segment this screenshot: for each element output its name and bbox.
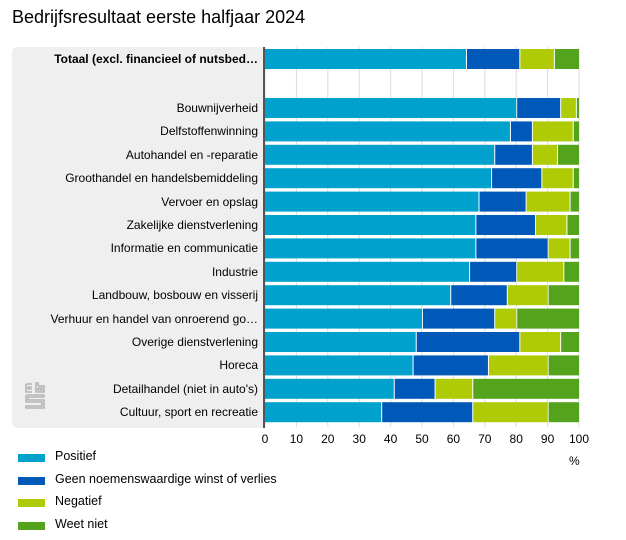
bar-segment-negatief[interactable] [473,402,548,423]
bar-segment-positief[interactable] [265,238,476,259]
x-tick-label: 20 [321,432,335,446]
bar-segment-weet[interactable] [561,332,579,352]
bar-segment-negatief[interactable] [542,168,573,189]
category-label: Detailhandel (niet in auto's) [112,381,258,396]
bar-segment-negatief[interactable] [536,215,567,235]
bar-segment-weet[interactable] [554,49,579,69]
bar-segment-negatief[interactable] [561,98,576,118]
bar-segment-weet[interactable] [570,238,579,259]
x-tick-label: 40 [384,432,398,446]
category-label: Vervoer en opslag [161,194,258,209]
category-label: Industrie [211,264,258,279]
category-label: Overige dienstverlening [131,335,258,349]
bar-segment-geen[interactable] [495,144,532,165]
bar-segment-positief[interactable] [265,144,495,165]
bar-segment-weet[interactable] [564,261,579,282]
bar-segment-weet[interactable] [517,308,579,329]
x-tick-label: 60 [447,432,461,446]
bar-segment-geen[interactable] [479,191,526,212]
category-label-panel [12,47,264,428]
bar-segment-negatief[interactable] [520,332,561,352]
legend-label: Positief [55,449,96,463]
bar-segment-geen[interactable] [492,168,542,189]
bar-segment-weet[interactable] [548,285,579,306]
bar-segment-positief[interactable] [265,168,492,189]
bar-segment-geen[interactable] [423,308,495,329]
category-label: Cultuur, sport en recreatie [119,405,258,420]
category-label: Zakelijke dienstverlening [126,218,258,232]
bar-segment-negatief[interactable] [532,121,573,142]
category-label: Landbouw, bosbouw en visserij [91,288,258,303]
bar-segment-geen[interactable] [394,378,435,399]
bar-segment-positief[interactable] [265,191,479,212]
bar-segment-negatief[interactable] [548,238,570,259]
bar-segment-geen[interactable] [470,261,517,282]
bar-segment-positief[interactable] [265,332,416,352]
category-label: Groothandel en handelsbemiddeling [65,171,258,186]
bar-segment-positief[interactable] [265,215,476,235]
bar-segment-geen[interactable] [476,238,548,259]
x-axis-unit-label: % [569,454,580,468]
legend-swatch [18,454,45,462]
bar-segment-geen[interactable] [416,332,520,352]
bar-segment-negatief[interactable] [435,378,473,399]
bar-segment-weet[interactable] [558,144,579,165]
x-tick-label: 0 [262,432,269,446]
category-label: Horeca [219,358,258,373]
bar-segment-weet[interactable] [570,191,579,212]
category-label: Totaal (excl. financieel of nutsbed… [54,52,258,66]
legend-swatch [18,521,45,530]
bar-segment-positief[interactable] [265,98,517,118]
bar-segment-geen[interactable] [476,215,536,235]
x-tick-label: 50 [415,432,429,446]
x-tick-label: 80 [510,432,524,446]
bar-segment-weet[interactable] [473,378,579,399]
bar-segment-weet[interactable] [548,402,579,423]
legend-swatch [18,476,45,485]
bar-segment-geen[interactable] [466,49,520,69]
x-tick-label: 90 [541,432,555,446]
bar-segment-positief[interactable] [265,402,382,423]
x-tick-label: 100 [569,432,589,446]
category-label: Verhuur en handel van onroerend go… [50,311,259,326]
category-label: Delfstoffenwinning [160,124,258,139]
bar-segment-negatief[interactable] [507,285,548,306]
category-label: Autohandel en -reparatie [125,147,258,162]
legend-label: Weet niet [55,516,108,531]
bar-segment-geen[interactable] [382,402,473,423]
bar-segment-negatief[interactable] [495,308,517,329]
bar-segment-positief[interactable] [265,308,422,329]
bar-segment-weet[interactable] [576,98,579,118]
bar-segment-negatief[interactable] [526,191,570,212]
bar-segment-negatief[interactable] [532,144,558,165]
category-label: Bouwnijverheid [176,101,258,115]
bar-segment-positief[interactable] [265,378,394,399]
legend-label: Negatief [55,494,102,508]
bar-segment-negatief[interactable] [520,49,554,69]
bar-segment-weet[interactable] [567,215,579,235]
bar-segment-negatief[interactable] [517,261,564,282]
bar-segment-positief[interactable] [265,49,466,69]
bar-segment-geen[interactable] [451,285,507,306]
bar-segment-weet[interactable] [573,168,579,189]
bar-segment-negatief[interactable] [488,355,548,376]
bar-segment-geen[interactable] [510,121,532,142]
category-label: Informatie en communicatie [110,241,258,256]
x-tick-label: 30 [353,432,367,446]
bar-segment-geen[interactable] [517,98,561,118]
legend-label: Geen noemenswaardige winst of verlies [55,471,277,486]
bar-segment-positief[interactable] [265,121,510,142]
bar-segment-positief[interactable] [265,261,470,282]
x-tick-label: 10 [290,432,304,446]
chart-title: Bedrijfsresultaat eerste halfjaar 2024 [12,7,306,27]
legend-swatch [18,499,45,507]
bar-segment-weet[interactable] [573,121,579,142]
bar-segment-positief[interactable] [265,285,451,306]
x-tick-label: 70 [478,432,492,446]
bar-segment-geen[interactable] [413,355,488,376]
bar-segment-positief[interactable] [265,355,413,376]
cbs-logo-icon [25,382,45,409]
bar-segment-weet[interactable] [548,355,579,376]
